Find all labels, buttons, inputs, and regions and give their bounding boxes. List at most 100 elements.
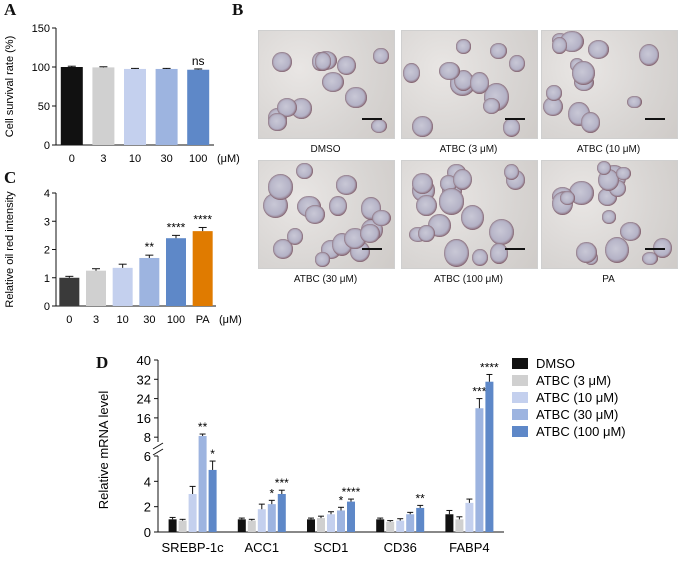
cell-blob [439, 175, 458, 192]
cell-blob [272, 238, 294, 259]
bar [485, 381, 494, 532]
bar [92, 67, 115, 145]
cell-blob [542, 96, 563, 117]
cell-blob [417, 224, 435, 243]
cell-blob [336, 55, 356, 76]
bar [192, 231, 213, 306]
y-tick-label: 6 [144, 449, 151, 464]
panel-label-a: A [4, 0, 17, 19]
cell-blob [305, 205, 326, 224]
bar [475, 408, 484, 532]
legend-label: ATBC (10 μM) [536, 390, 618, 405]
cell-blob [569, 181, 594, 205]
scale-bar [645, 118, 665, 120]
cell-blob [469, 72, 490, 94]
cell-blob [488, 219, 514, 245]
cell-blob [627, 95, 642, 109]
y-tick-label: 1 [44, 273, 50, 285]
bar [396, 520, 405, 532]
scale-bar [362, 248, 382, 250]
x-tick-label: PA [196, 314, 211, 326]
cell-blob [601, 210, 617, 224]
cell-blob [286, 228, 303, 246]
micrograph-label: ATBC (30 μM) [293, 274, 358, 285]
scale-bar [505, 118, 525, 120]
cell-blob [605, 236, 630, 263]
bar [376, 519, 385, 532]
y-tick-label: 2 [144, 500, 151, 515]
y-tick-label: 24 [137, 392, 151, 407]
bar [455, 519, 464, 532]
y-tick-label: 32 [137, 372, 151, 387]
bar [247, 520, 256, 532]
micrograph [258, 160, 395, 269]
significance-label: **** [167, 220, 186, 234]
significance-label: ** [145, 240, 155, 254]
cell-blob [268, 113, 287, 131]
cell-blob [411, 173, 434, 194]
legend-label: DMSO [536, 356, 575, 371]
bar [112, 267, 133, 306]
bar [257, 509, 266, 532]
significance-label: **** [480, 360, 499, 374]
x-unit-label: (μM) [217, 153, 240, 165]
cell-blob [460, 204, 485, 231]
y-tick-label: 40 [137, 353, 151, 368]
panel-label-c: C [4, 168, 17, 187]
micrograph-label: DMSO [310, 144, 341, 155]
cell-blob [360, 223, 381, 244]
cell-blob [272, 52, 293, 73]
bar [86, 270, 106, 306]
bar [406, 514, 415, 532]
oil-red-bar-chart: 0 1 2 3 4 0 3 10 30 ** 100 **** PA **** (μM) Relative o… [4, 188, 242, 326]
scale-bar [362, 118, 382, 120]
cell-blob [503, 117, 521, 137]
cell-blob [575, 242, 598, 263]
x-tick-label: 3 [100, 153, 106, 165]
cell-blob [416, 194, 437, 216]
cell-blob [373, 48, 389, 64]
bar [237, 519, 246, 532]
x-tick-label: CD36 [384, 540, 417, 555]
x-tick-label: SREBP-1c [162, 540, 225, 555]
cell-blob [509, 55, 525, 73]
micrograph [401, 30, 538, 139]
cell-blob [276, 97, 298, 118]
y-tick-label: 0 [44, 140, 50, 152]
mrna-bar-chart: 0246816243240SREBP-1c***ACC1****SCD1****… [96, 353, 626, 555]
axis-break-mark [152, 448, 164, 456]
cell-blob [314, 52, 332, 72]
scale-bar [505, 248, 525, 250]
cell-blob [551, 37, 567, 54]
bar [198, 435, 207, 532]
cell-blob [503, 163, 520, 181]
y-axis-label: Cell survival rate (%) [4, 36, 16, 137]
significance-label: ** [198, 420, 208, 434]
bar [59, 277, 80, 306]
significance-label: **** [342, 485, 361, 499]
significance-label: * [210, 447, 215, 461]
legend-label: ATBC (100 μM) [536, 424, 626, 439]
x-tick-label: SCD1 [314, 540, 349, 555]
bar [60, 67, 83, 145]
cell-blob [616, 166, 631, 181]
bar [155, 68, 178, 145]
cell-blob [587, 40, 610, 60]
bar [337, 510, 345, 532]
x-tick-label: 100 [189, 153, 207, 165]
micrograph [541, 30, 678, 139]
cell-blob [291, 98, 313, 119]
bar [267, 504, 276, 532]
x-tick-label: 30 [143, 314, 155, 326]
y-tick-label: 3 [44, 216, 50, 228]
bar [386, 521, 395, 532]
panel-label-d: D [96, 353, 109, 372]
y-tick-label: 16 [137, 411, 151, 426]
cell-blob [572, 61, 595, 85]
cell-blob [619, 221, 641, 241]
x-tick-label: 100 [167, 314, 185, 326]
cell-blob [343, 227, 366, 249]
significance-label: *** [275, 476, 289, 490]
x-tick-label: ACC1 [244, 540, 279, 555]
bar [188, 494, 197, 532]
